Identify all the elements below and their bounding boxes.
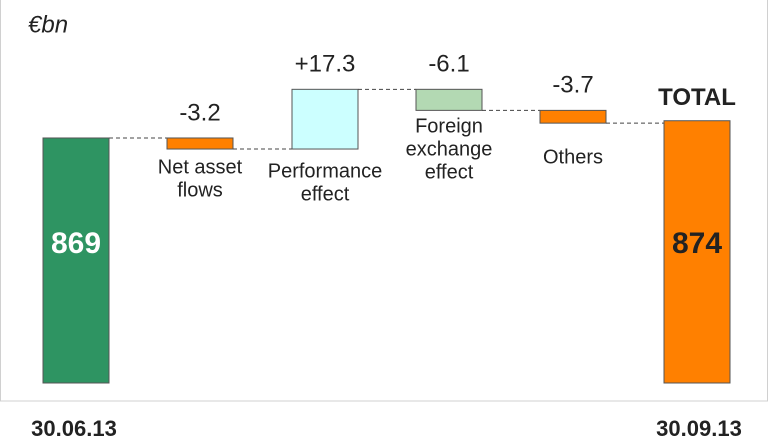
category-label: effect <box>301 183 350 205</box>
category-label: flows <box>177 179 223 201</box>
bar <box>415 88 483 111</box>
category-label: Foreign <box>415 115 483 137</box>
x-tick-label: 30.06.13 <box>31 416 117 441</box>
unit-label: €bn <box>28 11 68 38</box>
value-label: -6.1 <box>428 51 469 78</box>
category-label: effect <box>425 161 474 183</box>
frame <box>0 0 768 402</box>
bar <box>663 120 731 384</box>
value-label: +17.3 <box>295 51 356 78</box>
bar <box>539 109 607 124</box>
bar <box>42 137 110 384</box>
bar <box>291 88 359 150</box>
value-label: -3.2 <box>179 99 220 126</box>
bar-value-label: 874 <box>672 227 722 260</box>
category-label: exchange <box>406 138 493 160</box>
bar-value-label: 869 <box>51 227 101 260</box>
value-label: -3.7 <box>552 72 593 99</box>
x-tick-label: 30.09.13 <box>656 416 742 441</box>
bar <box>166 137 234 150</box>
total-label: TOTAL <box>658 84 736 111</box>
category-label: Net asset <box>158 156 243 178</box>
category-label: Others <box>543 146 603 168</box>
category-label: Performance <box>268 160 383 182</box>
